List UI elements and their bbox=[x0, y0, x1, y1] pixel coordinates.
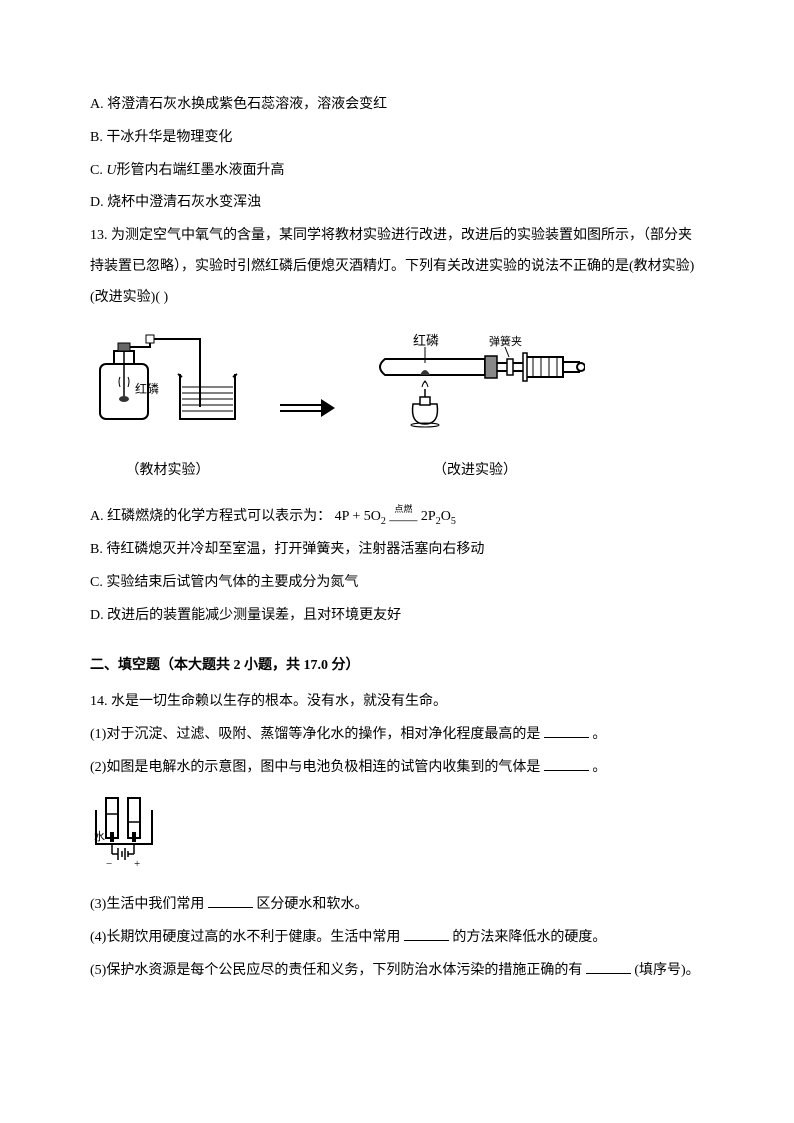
blank-5 bbox=[586, 960, 631, 974]
equation: 4P + 5O2 点燃—— 2P2O5 bbox=[335, 509, 456, 524]
q14-5-prefix: (5)保护水资源是每个公民应尽的责任和义务，下列防治水体污染的措施正确的有 bbox=[90, 963, 586, 978]
clip-label: 弹簧夹 bbox=[489, 334, 522, 348]
q14-intro: 14. 水是一切生命赖以生存的根本。没有水，就没有生命。 bbox=[90, 687, 704, 718]
option-12d: D. 烧杯中澄清石灰水变浑浊 bbox=[90, 188, 704, 219]
eq-sub1: 2 bbox=[381, 516, 386, 527]
arrow-icon bbox=[275, 393, 335, 423]
section-2-title: 二、填空题（本大题共 2 小题，共 17.0 分） bbox=[90, 651, 704, 682]
phosphorus-label-1: 红磷 bbox=[135, 381, 159, 396]
option-12c-suffix: 形管内右端红墨水液面升高 bbox=[116, 163, 284, 178]
blank-3 bbox=[208, 894, 253, 908]
textbook-diagram: 红磷 （教材实验） bbox=[90, 329, 245, 488]
textbook-svg: 红磷 bbox=[90, 329, 245, 439]
q14-2: (2)如图是电解水的示意图，图中与电池负极相连的试管内收集到的气体是 。 bbox=[90, 753, 704, 784]
electrolysis-diagram: 水 − + bbox=[90, 792, 704, 883]
blank-1 bbox=[544, 724, 589, 738]
q13-diagram-container: 红磷 （教材实验） 红 bbox=[90, 329, 704, 488]
option-12c: C. U形管内右端红墨水液面升高 bbox=[90, 156, 704, 187]
q14-2-text: (2)如图是电解水的示意图，图中与电池负极相连的试管内收集到的气体是 bbox=[90, 760, 544, 775]
q14-5-suffix: (填序号)。 bbox=[631, 963, 700, 978]
improved-label: （改进实验） bbox=[365, 456, 585, 487]
option-13c: C. 实验结束后试管内气体的主要成分为氮气 bbox=[90, 568, 704, 599]
blank-4 bbox=[404, 927, 449, 941]
q14-1-period: 。 bbox=[589, 727, 607, 742]
q14-3-suffix: 区分硬水和软水。 bbox=[253, 897, 369, 912]
option-12b: B. 干冰升华是物理变化 bbox=[90, 123, 704, 154]
q14-1: (1)对于沉淀、过滤、吸附、蒸馏等净化水的操作，相对净化程度最高的是 。 bbox=[90, 720, 704, 751]
option-13a-prefix: A. 红磷燃烧的化学方程式可以表示为： bbox=[90, 509, 331, 524]
textbook-label: （教材实验） bbox=[90, 456, 245, 487]
q14-4: (4)长期饮用硬度过高的水不利于健康。生活中常用 的方法来降低水的硬度。 bbox=[90, 923, 704, 954]
water-label: 水 bbox=[94, 830, 105, 843]
option-12c-prefix: C. bbox=[90, 163, 106, 178]
eq-line: —— bbox=[389, 514, 417, 528]
option-13b: B. 待红磷熄灭并冷却至室温，打开弹簧夹，注射器活塞向右移动 bbox=[90, 535, 704, 566]
q14-1-text: (1)对于沉淀、过滤、吸附、蒸馏等净化水的操作，相对净化程度最高的是 bbox=[90, 727, 544, 742]
q14-4-prefix: (4)长期饮用硬度过高的水不利于健康。生活中常用 bbox=[90, 930, 404, 945]
option-12a: A. 将澄清石灰水换成紫色石蕊溶液，溶液会变红 bbox=[90, 90, 704, 121]
q14-2-period: 。 bbox=[589, 760, 607, 775]
italic-u: U bbox=[106, 163, 116, 178]
improved-svg: 红磷 弹簧夹 bbox=[365, 329, 585, 439]
q14-3: (3)生活中我们常用 区分硬水和软水。 bbox=[90, 890, 704, 921]
svg-text:−: − bbox=[106, 858, 112, 870]
phosphorus-label-2: 红磷 bbox=[413, 333, 439, 348]
eq-condition: 点燃—— bbox=[389, 505, 417, 528]
q14-3-prefix: (3)生活中我们常用 bbox=[90, 897, 208, 912]
option-13d: D. 改进后的装置能减少测量误差，且对环境更友好 bbox=[90, 601, 704, 632]
blank-2 bbox=[544, 757, 589, 771]
improved-diagram: 红磷 弹簧夹 （改进实验） bbox=[365, 329, 585, 488]
eq-o: O bbox=[441, 509, 451, 524]
eq-sub3: 5 bbox=[451, 516, 456, 527]
q14-4-suffix: 的方法来降低水的硬度。 bbox=[449, 930, 607, 945]
svg-text:+: + bbox=[134, 858, 140, 870]
q14-5: (5)保护水资源是每个公民应尽的责任和义务，下列防治水体污染的措施正确的有 (填… bbox=[90, 956, 704, 987]
eq-rhs1: 2P bbox=[421, 509, 436, 524]
q13-intro: 13. 为测定空气中氧气的含量，某同学将教材实验进行改进，改进后的实验装置如图所… bbox=[90, 221, 704, 313]
option-13a: A. 红磷燃烧的化学方程式可以表示为： 4P + 5O2 点燃—— 2P2O5 bbox=[90, 502, 704, 533]
eq-lhs: 4P + 5O bbox=[335, 509, 381, 524]
